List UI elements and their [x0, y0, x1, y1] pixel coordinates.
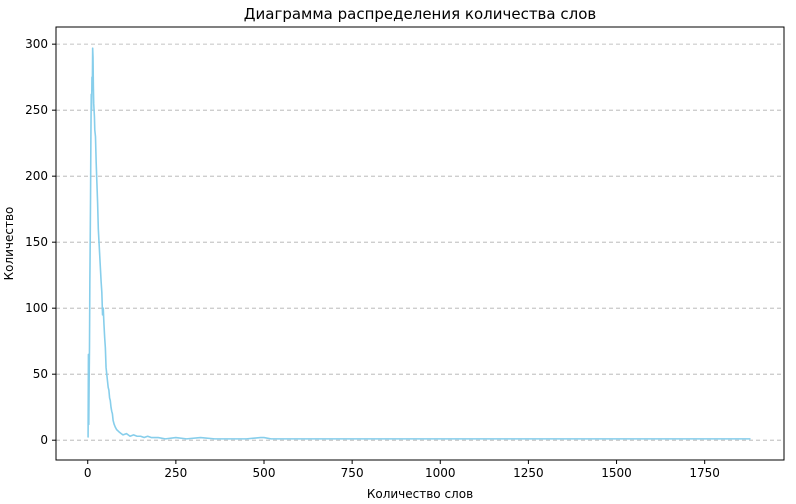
- plot-area-frame: [55, 26, 785, 461]
- x-tick-label-6: 1500: [601, 466, 632, 480]
- y-tick-label-6: 300: [25, 37, 48, 51]
- y-tick-label-1: 50: [33, 367, 48, 381]
- x-axis-label: Количество слов: [367, 487, 473, 501]
- chart-title: Диаграмма распределения количества слов: [244, 5, 596, 23]
- y-tick-label-3: 150: [25, 235, 48, 249]
- x-tick-label-7: 1750: [689, 466, 720, 480]
- series-line: [87, 47, 751, 440]
- x-tick-label-3: 750: [341, 466, 364, 480]
- y-tick-label-4: 200: [25, 169, 48, 183]
- x-tick-label-0: 0: [84, 466, 92, 480]
- y-tick-label-2: 100: [25, 301, 48, 315]
- x-tick-label-5: 1250: [513, 466, 544, 480]
- series-layer: [87, 47, 751, 440]
- y-axis-label: Количество: [2, 207, 16, 281]
- y-axis-ticks: 0 50 100 150 200 250 300: [25, 37, 56, 447]
- x-tick-label-4: 1000: [425, 466, 456, 480]
- x-tick-label-1: 250: [164, 466, 187, 480]
- x-axis-ticks: 0 250 500 750 1000 1250 1500 1750: [84, 460, 720, 480]
- y-tick-label-0: 0: [40, 433, 48, 447]
- y-tick-label-5: 250: [25, 103, 48, 117]
- grid-lines: [56, 43, 784, 441]
- x-tick-label-2: 500: [253, 466, 276, 480]
